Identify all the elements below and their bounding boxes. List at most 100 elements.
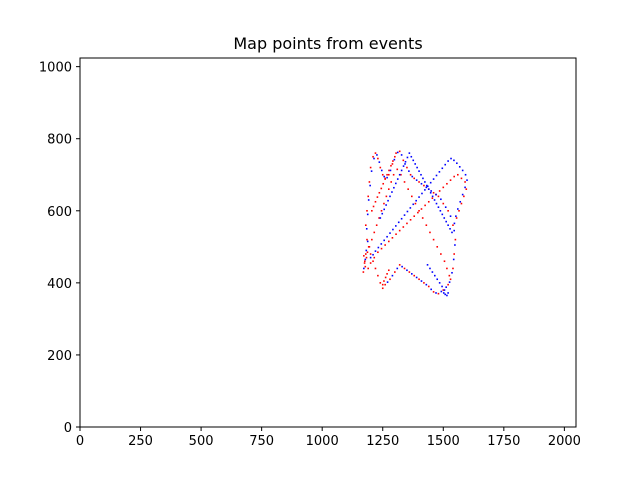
data-point <box>394 271 396 273</box>
data-point <box>366 238 368 241</box>
data-point <box>365 249 368 252</box>
data-point <box>367 246 370 248</box>
data-point <box>377 274 379 277</box>
data-point <box>367 267 369 270</box>
data-point <box>435 292 437 294</box>
data-point <box>448 281 451 283</box>
data-point <box>413 177 416 180</box>
data-point <box>418 278 420 281</box>
data-point <box>410 155 413 158</box>
data-point <box>423 282 425 284</box>
data-point <box>386 281 389 283</box>
data-point <box>431 271 434 273</box>
data-point <box>420 280 423 282</box>
data-point <box>372 155 374 158</box>
data-point <box>424 189 426 191</box>
y-tick-label: 0 <box>64 421 72 436</box>
data-point <box>396 178 399 180</box>
data-point <box>384 178 386 180</box>
data-point <box>395 233 397 236</box>
data-point <box>429 191 432 194</box>
x-tick-label: 1000 <box>306 434 339 449</box>
data-point <box>373 256 376 259</box>
data-point <box>453 253 455 255</box>
y-tick-label: 600 <box>47 205 72 220</box>
data-point <box>394 155 396 158</box>
data-point <box>395 225 397 227</box>
data-point <box>377 251 379 254</box>
data-point <box>432 178 435 180</box>
data-point <box>420 173 422 176</box>
data-point <box>425 283 428 286</box>
data-point <box>420 182 423 185</box>
data-point <box>370 170 373 172</box>
data-point <box>369 253 372 255</box>
data-point <box>453 159 455 162</box>
data-point <box>452 224 454 226</box>
data-point <box>380 209 383 212</box>
data-point <box>364 253 367 255</box>
data-point <box>372 253 374 256</box>
data-point <box>447 224 449 226</box>
data-point <box>390 181 393 183</box>
y-tick-label: 800 <box>47 133 72 148</box>
data-point <box>384 244 386 246</box>
data-point <box>453 229 455 232</box>
data-point <box>406 269 408 272</box>
data-point <box>383 280 385 282</box>
data-point <box>369 262 372 264</box>
data-point <box>400 173 402 176</box>
data-point <box>446 182 448 185</box>
data-point <box>404 160 407 163</box>
data-point <box>447 292 449 294</box>
data-point <box>364 265 367 268</box>
data-point <box>442 289 445 291</box>
y-tick-label: 200 <box>47 349 72 364</box>
data-point <box>374 267 377 270</box>
data-point <box>369 256 372 259</box>
data-point <box>382 182 385 185</box>
data-point <box>456 162 458 165</box>
data-point <box>365 228 368 230</box>
data-point <box>466 179 468 181</box>
data-point <box>403 267 406 270</box>
data-point <box>366 213 369 216</box>
data-point <box>429 181 432 184</box>
data-point <box>371 238 373 241</box>
data-point <box>464 181 466 183</box>
data-point <box>411 195 413 198</box>
data-point <box>384 276 387 279</box>
data-point <box>435 193 437 196</box>
data-point <box>431 195 434 198</box>
data-point <box>409 219 412 221</box>
data-point <box>438 171 441 173</box>
data-point <box>372 205 375 208</box>
data-point <box>437 195 440 198</box>
data-point <box>455 215 457 217</box>
data-point <box>392 173 395 176</box>
data-point <box>452 258 455 261</box>
data-point <box>374 152 377 154</box>
data-point <box>390 164 392 167</box>
data-point <box>409 173 412 176</box>
data-point <box>391 237 394 239</box>
data-point <box>367 199 370 201</box>
data-point <box>418 209 420 212</box>
data-point <box>378 217 380 219</box>
data-point <box>372 260 374 263</box>
x-tick-label: 1250 <box>366 434 399 449</box>
data-point <box>421 192 423 195</box>
data-point <box>379 166 382 169</box>
data-point <box>457 173 459 176</box>
data-point <box>453 222 456 225</box>
data-point <box>457 208 459 210</box>
data-point <box>406 156 409 159</box>
data-point <box>391 191 393 193</box>
data-point <box>454 238 457 241</box>
data-point <box>369 166 372 169</box>
data-point <box>411 273 413 275</box>
data-point <box>464 186 466 189</box>
data-point <box>417 211 419 214</box>
data-point <box>438 282 441 284</box>
